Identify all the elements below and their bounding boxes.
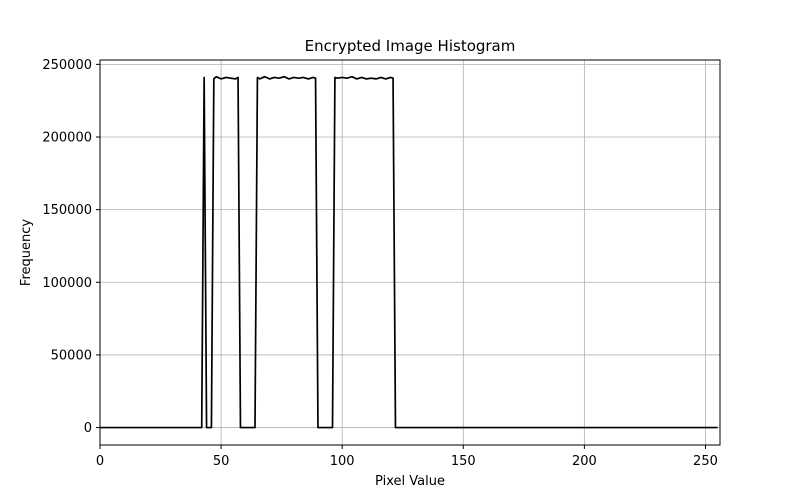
y-tick-label: 150000 [42,203,92,218]
plot-frame [99,59,721,446]
y-tick-label: 250000 [42,58,92,73]
x-tick-label: 100 [330,454,355,469]
y-tick-label: 100000 [42,276,92,291]
x-tick-label: 0 [96,454,104,469]
chart-title: Encrypted Image Histogram [305,37,516,55]
x-tick-label: 200 [572,454,597,469]
y-axis-label: Frequency [19,219,34,286]
y-tick-label: 50000 [51,348,92,363]
histogram-line [100,75,718,429]
grid [99,60,720,445]
x-axis-label: Pixel Value [375,474,445,489]
x-tick-label: 50 [213,454,230,469]
y-tick-label: 0 [84,421,92,436]
y-tick-label: 200000 [42,131,92,146]
ticks: 0 50 100 150 200 250 0 50000 100000 150000 200000 2… [42,58,718,469]
series-layer [100,75,718,429]
x-tick-label: 250 [693,454,718,469]
x-tick-label: 150 [451,454,476,469]
